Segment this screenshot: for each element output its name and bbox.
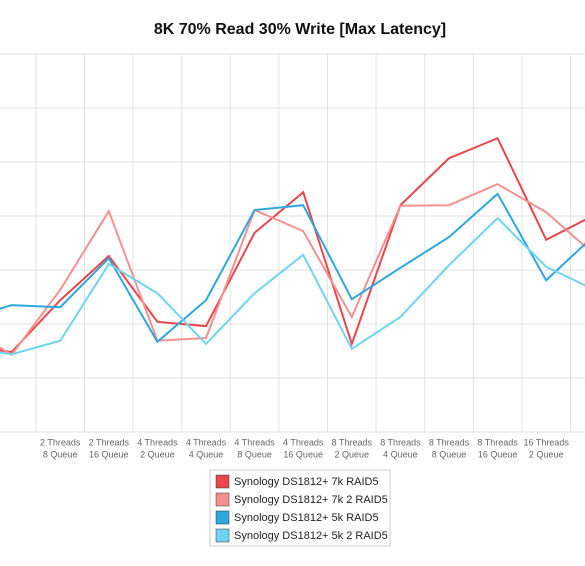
x-tick-label: 2 Threads	[89, 437, 130, 447]
x-tick-label: 4 Queue	[189, 449, 224, 459]
legend-box	[209, 469, 391, 547]
series-line	[0, 192, 585, 344]
x-tick-label: 16 Queue	[478, 449, 518, 459]
x-tick-label: 2 Queue	[140, 449, 175, 459]
x-tick-label: 16 Queue	[283, 449, 323, 459]
x-tick-label: 4 Queue	[383, 449, 418, 459]
legend-swatch	[215, 474, 230, 489]
x-tick-label: 2 Threads	[40, 437, 81, 447]
series-line	[0, 216, 585, 356]
legend-label: Synology DS1812+ 7k 2 RAID5	[234, 494, 388, 506]
legend-label: Synology DS1812+ 5k RAID5	[234, 512, 379, 524]
x-tick-label: 4 Threads	[283, 437, 324, 447]
chart-title: 8K 70% Read 30% Write [Max Latency]	[154, 21, 446, 38]
legend-label: Synology DS1812+ 7k RAID5	[234, 476, 379, 488]
legend-swatch	[215, 510, 230, 525]
x-tick-label: 4 Threads	[137, 437, 178, 447]
x-tick-label: 2 Queue	[529, 449, 564, 459]
legend-swatch	[215, 492, 230, 507]
x-tick-label: 8 Threads	[380, 437, 421, 447]
x-tick-label: 8 Queue	[432, 449, 467, 459]
x-tick-label: 8 Queue	[237, 449, 272, 459]
series-line	[0, 183, 585, 357]
x-tick-label: 4 Threads	[186, 437, 227, 447]
x-tick-label: 8 Threads	[332, 437, 373, 447]
x-tick-label: 8 Threads	[477, 437, 518, 447]
x-tick-label: 8 Threads	[429, 437, 470, 447]
legend-swatch	[215, 528, 230, 543]
x-tick-label: 8 Queue	[43, 449, 78, 459]
series-line	[0, 136, 585, 354]
legend-label: Synology DS1812+ 5k 2 RAID5	[234, 530, 388, 542]
x-tick-label: 16 Queue	[89, 449, 129, 459]
x-tick-label: 16 Threads	[524, 437, 570, 447]
x-tick-label: 4 Threads	[234, 437, 275, 447]
x-tick-label: 2 Queue	[335, 449, 370, 459]
